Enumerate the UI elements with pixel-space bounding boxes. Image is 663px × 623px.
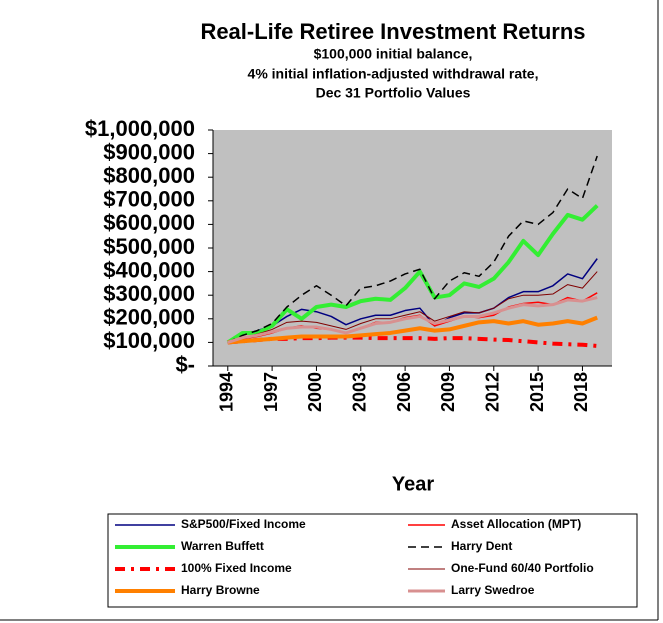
y-tick-label: $600,000 bbox=[103, 210, 195, 235]
x-tick-label: 2012 bbox=[483, 372, 503, 412]
y-tick-label: $800,000 bbox=[103, 163, 195, 188]
x-tick-label: 1997 bbox=[261, 372, 281, 412]
subtitle: 4% initial inflation-adjusted withdrawal… bbox=[248, 66, 539, 82]
series-line bbox=[227, 335, 598, 348]
legend-label: 100% Fixed Income bbox=[181, 561, 292, 575]
subtitle: $100,000 initial balance, bbox=[314, 46, 473, 62]
series-line bbox=[227, 271, 598, 343]
x-tick-label: 2003 bbox=[350, 372, 370, 412]
y-tick-label: $900,000 bbox=[103, 139, 195, 164]
x-tick-label: 2018 bbox=[571, 372, 591, 412]
subtitle: Dec 31 Portfolio Values bbox=[316, 85, 471, 101]
legend-label: Larry Swedroe bbox=[451, 583, 535, 597]
y-tick-label: $200,000 bbox=[103, 305, 195, 330]
x-tick-label: 2009 bbox=[438, 372, 458, 412]
chart-title: Real-Life Retiree Investment Returns bbox=[200, 19, 585, 44]
y-tick-label: $700,000 bbox=[103, 187, 195, 212]
y-tick-label: $300,000 bbox=[103, 281, 195, 306]
legend-label: Warren Buffett bbox=[181, 539, 264, 553]
x-tick-label: 2000 bbox=[305, 372, 325, 412]
legend-label: Harry Browne bbox=[181, 583, 260, 597]
legend-label: S&P500/Fixed Income bbox=[181, 517, 306, 531]
series-line bbox=[227, 258, 598, 344]
x-tick-label: 2015 bbox=[527, 372, 547, 412]
plot-area bbox=[213, 130, 612, 366]
y-tick-label: $500,000 bbox=[103, 234, 195, 259]
y-tick-label: $1,000,000 bbox=[85, 116, 195, 141]
legend bbox=[107, 513, 638, 608]
x-tick-label: 1994 bbox=[217, 372, 237, 412]
y-tick-label: $- bbox=[175, 352, 195, 377]
series-line bbox=[226, 204, 599, 345]
x-tick-label: 2006 bbox=[394, 372, 414, 412]
y-tick-label: $100,000 bbox=[103, 328, 195, 353]
legend-label: Harry Dent bbox=[451, 539, 512, 553]
y-tick-label: $400,000 bbox=[103, 257, 195, 282]
legend-label: Asset Allocation (MPT) bbox=[451, 517, 581, 531]
x-axis-title: Year bbox=[392, 473, 434, 495]
series-line bbox=[227, 315, 598, 345]
legend-label: One-Fund 60/40 Portfolio bbox=[451, 561, 594, 575]
series-line bbox=[227, 296, 598, 344]
